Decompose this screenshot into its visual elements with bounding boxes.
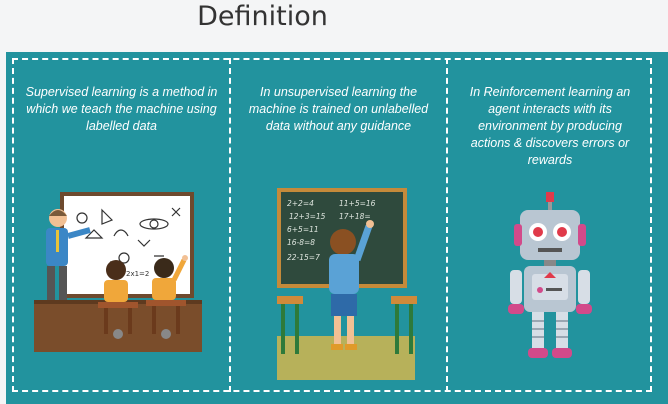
whiteboard-text: 2x1=2 [126, 270, 149, 278]
page-title: Definition [197, 1, 328, 32]
chalk-line-2: 11+5=16 [339, 199, 376, 208]
chalk-line-6: 16-8=8 [287, 238, 315, 247]
column-supervised-text: Supervised learning is a method in which… [25, 85, 218, 133]
column-supervised: Supervised learning is a method in which… [14, 58, 229, 392]
chalk-line-3: 12+3=15 [289, 212, 326, 221]
chalk-line-5: 6+5=11 [287, 225, 319, 234]
column-unsupervised-text: In unsupervised learning the machine is … [248, 85, 429, 133]
child-at-chalkboard-icon: 2+2=4 11+5=16 12+3=15 17+18= 6+5=11 16-8… [277, 188, 417, 380]
chalk-line-7: 22-15=7 [287, 253, 320, 262]
chalk-line-1: 2+2=4 [287, 199, 314, 208]
robot-icon [508, 192, 592, 358]
definition-panel: Supervised learning is a method in which… [6, 52, 668, 404]
column-divider-2 [446, 58, 448, 392]
chalk-line-4: 17+18= [339, 212, 371, 221]
column-divider-1 [229, 58, 231, 392]
column-reinforcement-text: In Reinforcement learning an agent inter… [469, 85, 631, 167]
dashed-border [12, 58, 652, 392]
classroom-teacher-icon: 2x1=2 [34, 192, 202, 352]
column-reinforcement: In Reinforcement learning an agent inter… [448, 58, 652, 392]
column-unsupervised: In unsupervised learning the machine is … [231, 58, 446, 392]
